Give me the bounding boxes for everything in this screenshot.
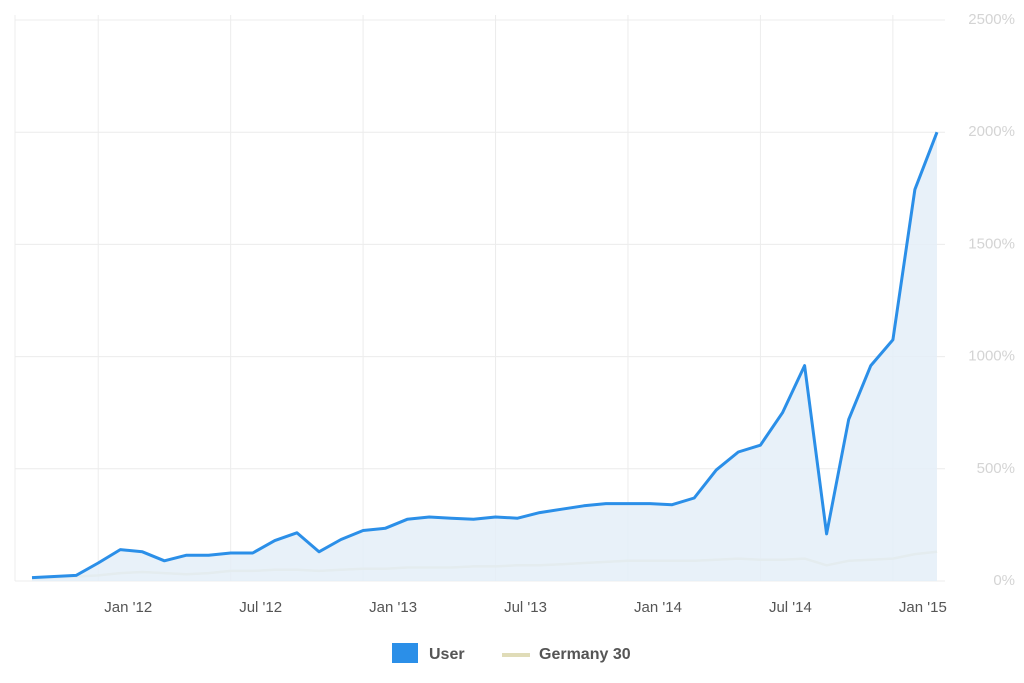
y-tick-label: 500% [977, 460, 1015, 477]
x-tick-label: Jan '13 [369, 599, 417, 616]
legend-label[interactable]: Germany 30 [539, 646, 631, 663]
x-tick-label: Jul '13 [504, 599, 547, 616]
x-tick-label: Jul '12 [239, 599, 282, 616]
y-tick-label: 2500% [968, 11, 1015, 28]
x-tick-label: Jul '14 [769, 599, 812, 616]
line [31, 131, 939, 580]
x-tick-label: Jan '15 [899, 599, 947, 616]
y-tick-label: 1000% [968, 348, 1015, 365]
legend-label[interactable]: User [429, 646, 465, 663]
legend-swatch [392, 643, 418, 663]
y-tick-label: 2000% [968, 123, 1015, 140]
x-tick-label: Jan '14 [634, 599, 682, 616]
area [32, 132, 937, 581]
y-tick-label: 0% [993, 572, 1015, 589]
x-tick-label: Jan '12 [104, 599, 152, 616]
y-tick-label: 1500% [968, 235, 1015, 252]
